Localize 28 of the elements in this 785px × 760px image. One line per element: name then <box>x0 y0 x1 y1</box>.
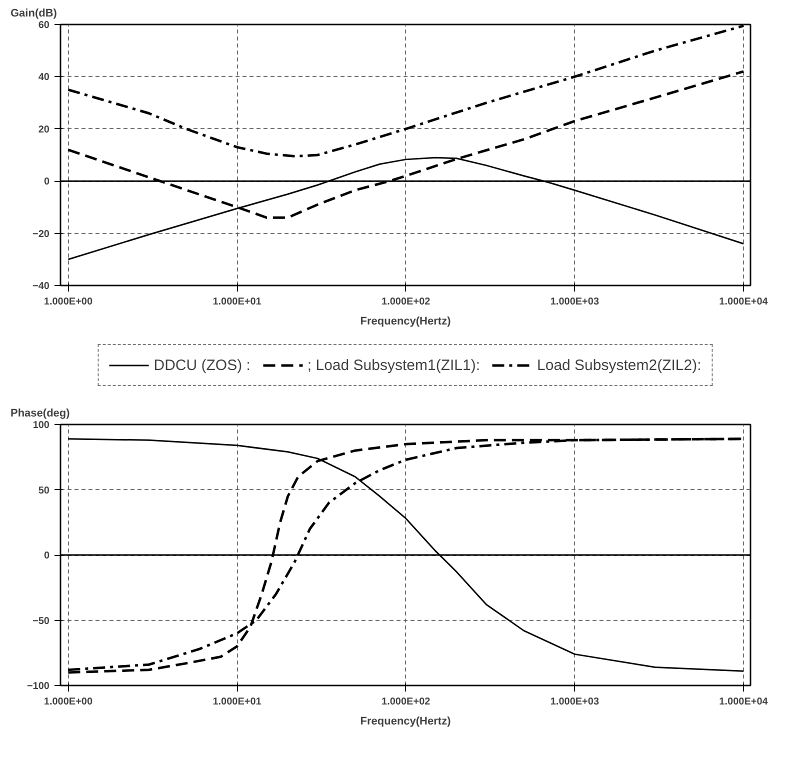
x-tick-label: 1.000E+02 <box>382 696 431 708</box>
y-tick-label: 100 <box>32 420 50 431</box>
y-tick-label: 40 <box>38 72 50 84</box>
x-tick-label: 1.000E+03 <box>550 696 600 708</box>
y-tick-label: −20 <box>32 228 50 240</box>
y-tick-label: −40 <box>32 281 50 292</box>
y-tick-label: 50 <box>38 485 50 496</box>
x-tick-label: 1.000E+04 <box>719 296 768 308</box>
y-tick-label: 0 <box>44 550 50 562</box>
x-tick-label: 1.000E+01 <box>212 296 262 308</box>
y-axis-title: Phase(deg) <box>10 408 70 420</box>
legend-label: ; Load Subsystem1(ZIL1): <box>307 356 480 374</box>
x-tick-label: 1.000E+02 <box>382 296 431 308</box>
x-tick-label: 1.000E+03 <box>550 296 600 308</box>
y-axis-title: Gain(dB) <box>10 8 58 20</box>
x-tick-label: 1.000E+00 <box>44 696 93 708</box>
legend-label: Load Subsystem2(ZIL2): <box>537 356 702 374</box>
y-tick-label: 20 <box>38 124 50 136</box>
legend-label: DDCU (ZOS) : <box>154 356 250 374</box>
x-tick-label: 1.000E+00 <box>44 296 93 308</box>
y-tick-label: −100 <box>26 681 50 692</box>
y-tick-label: −50 <box>32 616 50 627</box>
y-tick-label: 60 <box>38 20 50 31</box>
x-axis-title: Frequency(Hertz) <box>360 316 452 328</box>
y-tick-label: 0 <box>44 176 50 188</box>
x-tick-label: 1.000E+01 <box>212 696 262 708</box>
x-axis-title: Frequency(Hertz) <box>360 716 452 728</box>
x-tick-label: 1.000E+04 <box>719 696 768 708</box>
